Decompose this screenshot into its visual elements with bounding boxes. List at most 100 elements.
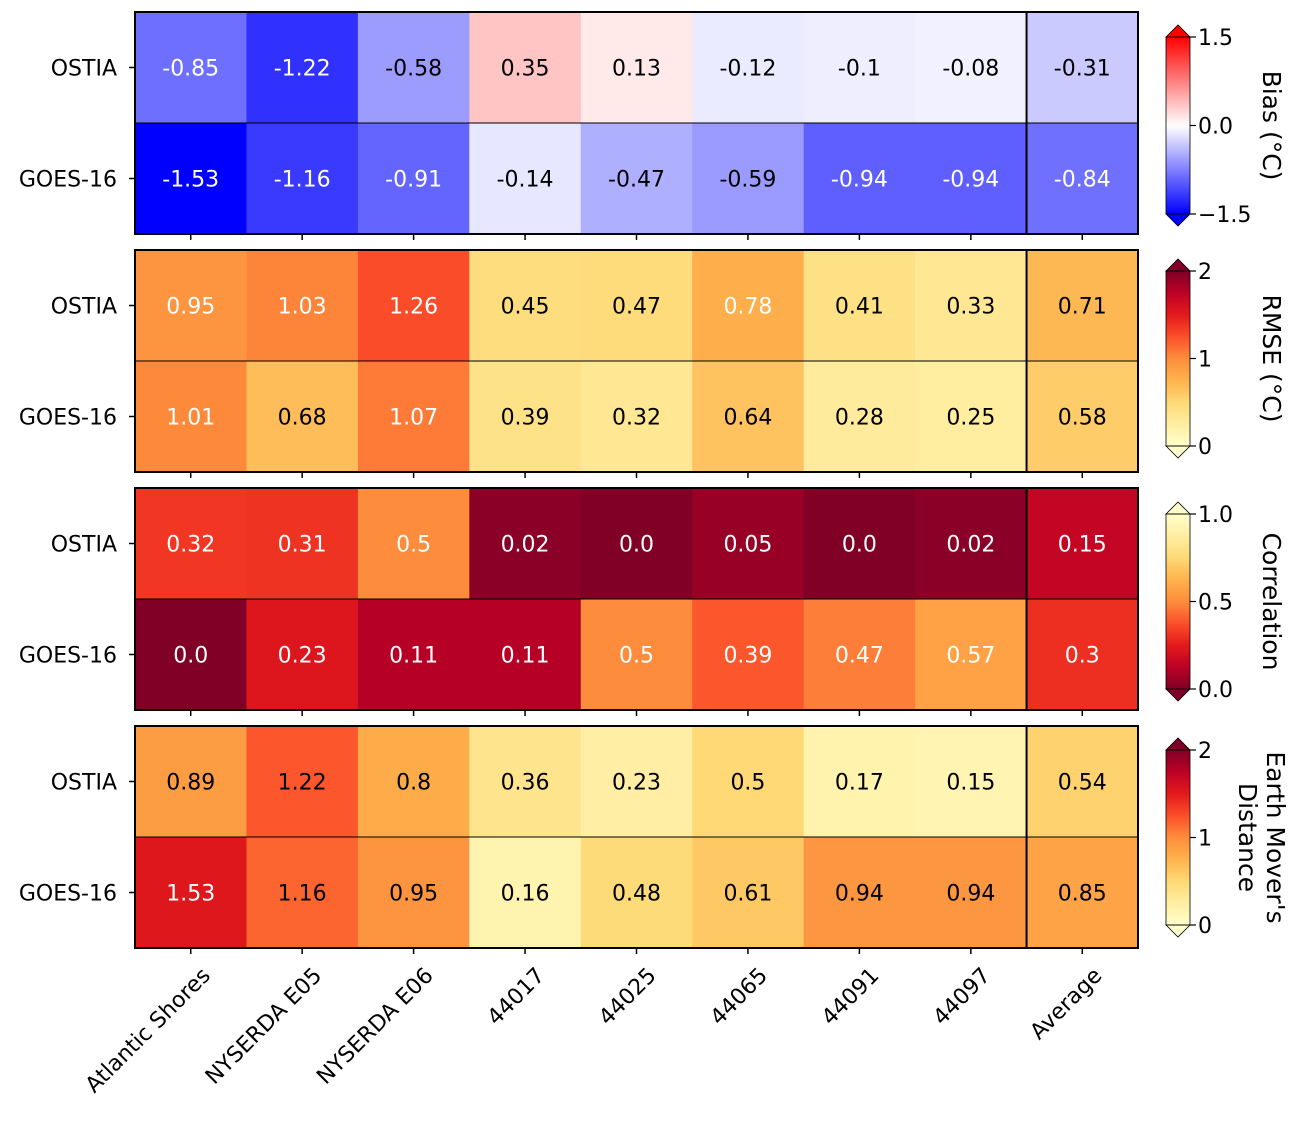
cell-value-label: -1.53 (162, 168, 219, 193)
heatmap-cell (803, 12, 916, 124)
cell-value-label: 0.25 (946, 406, 995, 431)
colorbar-tick-label: 1.0 (1198, 503, 1233, 528)
cell-value-label: -0.91 (385, 168, 442, 193)
heatmap-cell (803, 837, 916, 949)
heatmap-cell (246, 599, 359, 711)
cell-value-label: 0.0 (619, 533, 654, 558)
cell-value-label: 0.85 (1058, 882, 1107, 907)
heatmap-cell (357, 837, 470, 949)
cell-value-label: 0.02 (946, 533, 995, 558)
panel-correlation: 0.32 0.31 0.5 0.02 0.0 0.05 0.0 0.02 0.15 0.0 0.23… (19, 487, 1286, 716)
cell-value-label: 0.95 (389, 882, 438, 907)
heatmap-cell (357, 123, 470, 235)
cell-value-label: -0.14 (497, 168, 554, 193)
heatmap-cell (915, 361, 1028, 473)
heatmap-cell (246, 123, 359, 235)
heatmap-cell (469, 599, 582, 711)
heatmap-cell (246, 726, 359, 838)
x-tick-label: Atlantic Shores (81, 963, 216, 1098)
cell-value-label: 0.16 (501, 882, 550, 907)
cell-value-label: 1.22 (278, 771, 327, 796)
heatmap-cell (692, 250, 805, 362)
heatmap-cell (692, 488, 805, 600)
heatmap-cell (357, 12, 470, 124)
cell-value-label: 0.78 (723, 295, 772, 320)
cell-value-label: 0.95 (166, 295, 215, 320)
heatmap-cell (469, 361, 582, 473)
cell-value-label: 0.17 (835, 771, 884, 796)
cell-value-label: 0.35 (501, 57, 550, 82)
cell-value-label: -1.16 (274, 168, 331, 193)
heatmap-cell (1026, 361, 1139, 473)
heatmap-cell (915, 837, 1028, 949)
heatmap-cell (135, 361, 248, 473)
heatmap-cell (357, 250, 470, 362)
colorbar-extend-max (1165, 501, 1191, 515)
cell-value-label: 0.57 (946, 644, 995, 669)
heatmap-cell (135, 599, 248, 711)
heatmap-cell (1026, 599, 1139, 711)
cell-value-label: 0.68 (278, 406, 327, 431)
colorbar-label: Earth Mover's (1261, 751, 1290, 923)
cell-value-label: -0.58 (385, 57, 442, 82)
cell-value-label: 1.01 (166, 406, 215, 431)
heatmap-cell (357, 488, 470, 600)
heatmap-cell (246, 250, 359, 362)
cell-value-label: 0.23 (278, 644, 327, 669)
cell-value-label: 0.0 (173, 644, 208, 669)
cell-value-label: 0.32 (612, 406, 661, 431)
cell-value-label: 0.15 (1058, 533, 1107, 558)
cell-value-label: -0.12 (719, 57, 776, 82)
cell-value-label: 0.89 (166, 771, 215, 796)
heatmap-cell (469, 12, 582, 124)
cell-value-label: 0.02 (501, 533, 550, 558)
colorbar-gradient (1166, 37, 1190, 214)
colorbar-gradient (1166, 271, 1190, 446)
heatmap-cell (135, 250, 248, 362)
colorbar-tick-label: 0.0 (1198, 115, 1233, 140)
heatmap-cell (357, 361, 470, 473)
heatmap-cell (135, 488, 248, 600)
cell-value-label: 0.05 (723, 533, 772, 558)
cell-value-label: 1.16 (278, 882, 327, 907)
cell-value-label: 0.13 (612, 57, 661, 82)
colorbar-tick-label: 1.5 (1198, 26, 1233, 51)
cell-value-label: 0.28 (835, 406, 884, 431)
colorbar-tick-label: 1 (1198, 348, 1212, 373)
colorbar-tick-label: 2 (1198, 739, 1212, 764)
heatmap-cell (246, 837, 359, 949)
colorbar-extend-min (1165, 924, 1191, 938)
x-tick-label: 44025 (594, 963, 661, 1030)
heatmap-cell (469, 837, 582, 949)
heatmap-cell (246, 488, 359, 600)
cell-value-label: 0.47 (612, 295, 661, 320)
colorbar-label: Distance (1233, 783, 1262, 892)
heatmap-cell (803, 361, 916, 473)
x-tick-label: 44065 (706, 963, 773, 1030)
panel-bias: -0.85 -1.22 -0.58 0.35 0.13 -0.12 -0.1 -0.08 -0.… (19, 11, 1286, 240)
heatmap-cell (135, 12, 248, 124)
heatmap-cell (580, 123, 693, 235)
heatmap-cell (915, 123, 1028, 235)
colorbar-extend-min (1165, 213, 1191, 227)
cell-value-label: 0.58 (1058, 406, 1107, 431)
colorbar-extend-max (1165, 258, 1191, 272)
colorbar-rmse: 2 1 0 RMSE (°C) (1165, 258, 1286, 460)
cell-value-label: -0.1 (838, 57, 881, 82)
heatmap-cell (803, 599, 916, 711)
heatmap-cell (1026, 726, 1139, 838)
x-tick-label: Average (1026, 963, 1108, 1045)
heatmap-cell (469, 488, 582, 600)
heatmap-cell (915, 250, 1028, 362)
cell-value-label: 0.61 (723, 882, 772, 907)
heatmap-cell (580, 361, 693, 473)
cell-value-label: 0.5 (730, 771, 765, 796)
heatmap-cell (1026, 488, 1139, 600)
cell-value-label: 0.15 (946, 771, 995, 796)
heatmap-cell (580, 488, 693, 600)
cell-value-label: 0.41 (835, 295, 884, 320)
heatmap-cell (580, 837, 693, 949)
